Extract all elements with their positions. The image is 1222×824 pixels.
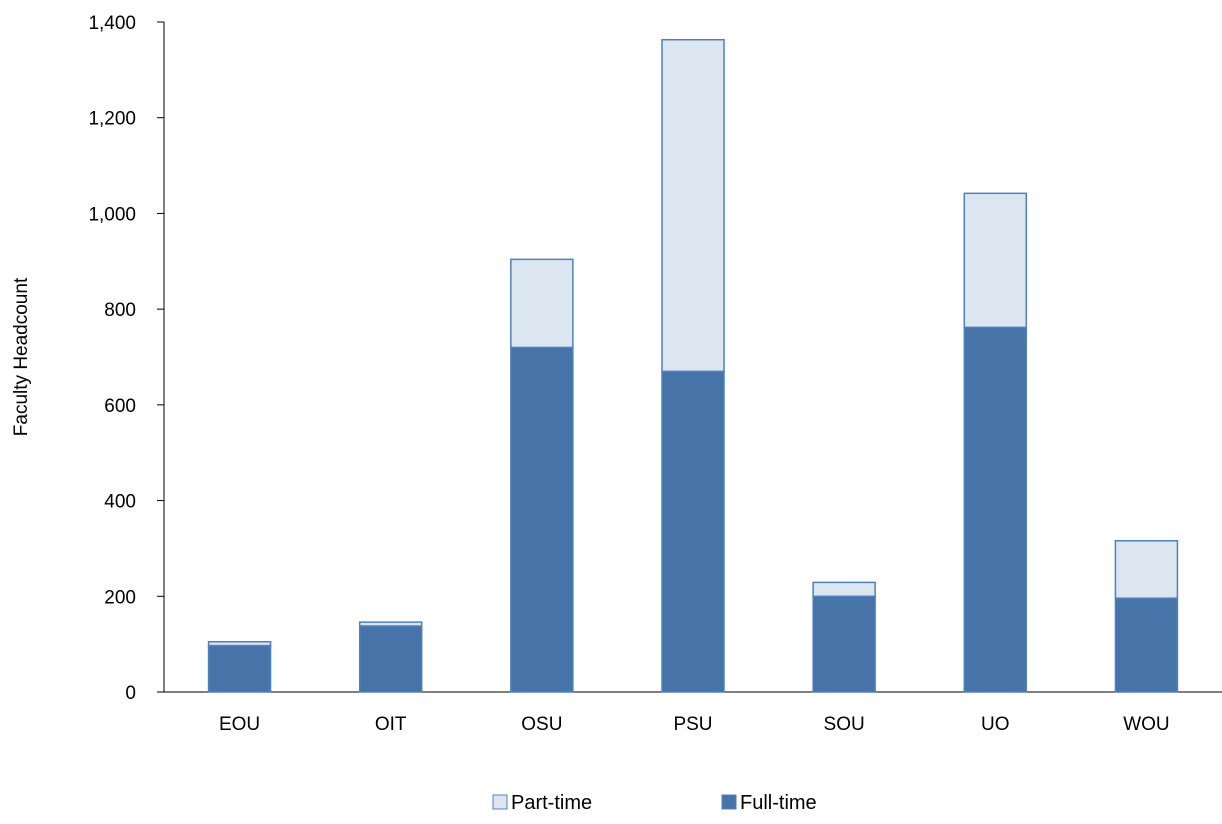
bar-uo-full-time (963, 326, 1028, 693)
legend-swatch-full-time (721, 794, 737, 810)
x-tick-label: PSU (673, 714, 712, 735)
bar-osu-full-time (510, 346, 574, 693)
legend-item-full-time[interactable]: Full-time (721, 792, 817, 814)
bar-uo-part-time (963, 192, 1028, 329)
bar-sou-full-time (812, 595, 876, 693)
legend-item-part-time[interactable]: Part-time (492, 792, 592, 814)
bar-oit-full-time (358, 625, 423, 693)
legend: Part-time Full-time (492, 792, 817, 814)
y-tick-label: 800 (104, 300, 136, 321)
bar-wou-part-time (1114, 540, 1179, 599)
y-tick-label: 200 (104, 587, 136, 608)
y-tick-label: 1,000 (88, 204, 136, 225)
x-tick-label: SOU (824, 714, 865, 735)
x-tick-label: OSU (521, 714, 562, 735)
x-tick-label: UO (981, 714, 1010, 735)
legend-label-full-time: Full-time (740, 792, 817, 814)
bar-eou-part-time (207, 641, 272, 647)
y-axis-title: Faculty Headcount (11, 277, 32, 436)
y-tick-label: 600 (104, 396, 136, 417)
bar-osu-part-time (510, 258, 574, 349)
y-ticks: 0 200 400 600 800 1,000 1,200 1,400 (88, 13, 164, 704)
y-tick-label: 1,400 (88, 13, 136, 34)
bar-wou-full-time (1114, 597, 1179, 693)
bars (207, 38, 1179, 693)
legend-label-part-time: Part-time (511, 792, 592, 814)
bar-sou-part-time (812, 581, 876, 598)
x-tick-label: WOU (1123, 714, 1169, 735)
y-tick-label: 400 (104, 492, 136, 513)
bar-psu-part-time (661, 38, 725, 373)
x-tick-labels: EOU OIT OSU PSU SOU UO WOU (219, 714, 1170, 735)
bar-oit-part-time (358, 621, 423, 627)
y-tick-label: 1,200 (88, 109, 136, 130)
bar-psu-full-time (661, 370, 725, 693)
x-tick-label: EOU (219, 714, 260, 735)
x-tick-label: OIT (375, 714, 407, 735)
bar-eou-full-time (207, 644, 272, 693)
legend-swatch-part-time (492, 794, 508, 810)
y-tick-label: 0 (125, 683, 136, 704)
